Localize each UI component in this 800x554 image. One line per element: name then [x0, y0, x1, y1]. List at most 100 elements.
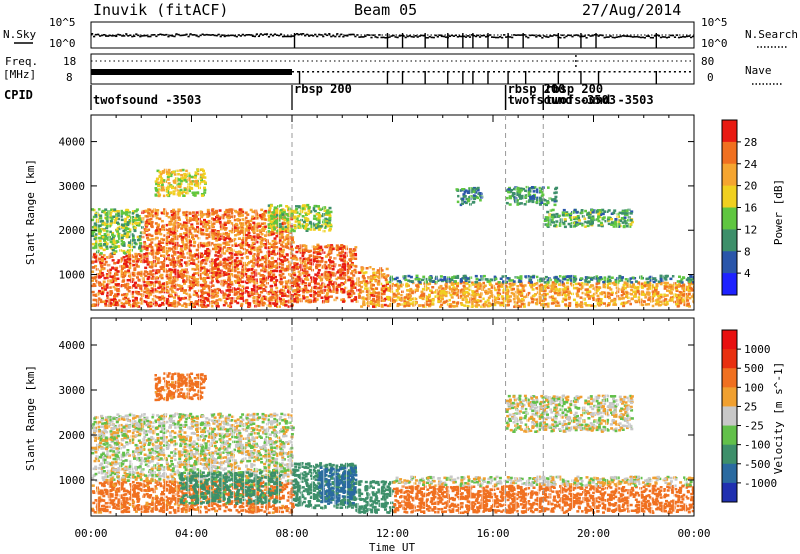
nsky-sample: [611, 36, 614, 39]
echo-cell: [161, 171, 165, 174]
echo-cell: [230, 299, 234, 303]
echo-cell: [91, 290, 95, 294]
echo-cell: [480, 292, 483, 295]
echo-cell: [294, 295, 298, 298]
echo-cell: [286, 246, 290, 249]
echo-cell: [216, 245, 220, 249]
echo-cell: [313, 300, 317, 303]
freq-sample: [658, 71, 661, 73]
power-echoes: [91, 115, 694, 310]
echo-cell: [234, 288, 238, 291]
echo-cell: [129, 262, 133, 266]
echo-cell: [650, 283, 654, 287]
echo-cell: [149, 281, 153, 284]
echo-cell: [275, 279, 279, 282]
echo-cell: [290, 245, 293, 248]
echo-cell: [131, 295, 135, 299]
echo-cell: [198, 276, 202, 280]
echo-cell: [317, 217, 321, 220]
echo-cell: [315, 287, 319, 290]
echo-cell: [95, 268, 99, 271]
echo-cell: [237, 281, 241, 284]
echo-cell: [227, 304, 231, 308]
echo-cell: [119, 284, 123, 288]
echo-cell: [176, 173, 180, 176]
echo-cell: [211, 266, 215, 269]
echo-cell: [307, 206, 311, 209]
echo-cell: [324, 213, 328, 216]
echo-cell: [682, 292, 686, 295]
echo-cell: [214, 254, 218, 257]
echo-cell: [206, 293, 210, 296]
echo-cell: [154, 262, 158, 266]
nsky-sample: [115, 35, 118, 38]
nsky-sample: [287, 35, 291, 38]
echo-cell: [306, 299, 310, 302]
echo-cell: [133, 229, 137, 233]
echo-cell: [272, 211, 276, 214]
echo-cell: [125, 250, 129, 254]
nsky-sample: [123, 35, 126, 37]
echo-cell: [193, 268, 197, 271]
echo-cell: [93, 277, 97, 280]
echo-cell: [191, 214, 195, 218]
echo-cell: [179, 234, 183, 237]
echo-cell: [163, 179, 167, 182]
echo-cell: [312, 248, 316, 251]
echo-cell: [91, 234, 95, 237]
echo-cell: [144, 274, 148, 278]
echo-cell: [293, 211, 297, 214]
echo-cell: [276, 214, 279, 217]
echo-cell: [264, 285, 268, 289]
echo-cell: [98, 228, 101, 231]
echo-cell: [92, 246, 96, 250]
echo-cell: [183, 232, 186, 235]
echo-cell: [372, 284, 375, 287]
echo-cell: [123, 262, 126, 266]
echo-cell: [164, 270, 168, 273]
echo-cell: [233, 259, 237, 262]
nsky-sample: [683, 36, 687, 38]
echo-cell: [120, 272, 124, 275]
echo-cell: [142, 300, 146, 303]
echo-cell: [99, 242, 103, 246]
nsky-sample: [559, 36, 562, 39]
echo-cell: [205, 212, 209, 216]
echo-cell: [360, 305, 364, 308]
echo-cell: [330, 245, 334, 249]
echo-cell: [171, 280, 175, 284]
echo-cell: [261, 213, 265, 216]
nsky-sample: [362, 36, 365, 38]
echo-cell: [147, 276, 151, 279]
echo-cell: [153, 281, 157, 284]
echo-cell: [273, 290, 277, 294]
echo-cell: [218, 217, 222, 220]
echo-cell: [154, 222, 158, 225]
echo-cell: [277, 241, 281, 244]
echo-cell: [202, 266, 206, 270]
echo-cell: [303, 204, 307, 207]
echo-cell: [268, 301, 272, 305]
nsky-sample: [687, 35, 691, 37]
echo-cell: [219, 274, 222, 277]
echo-cell: [324, 300, 328, 303]
echo-cell: [320, 259, 324, 263]
echo-cell: [159, 181, 163, 185]
echo-cell: [380, 269, 384, 272]
echo-cell: [281, 263, 285, 266]
echo-cell: [152, 260, 156, 264]
echo-cell: [216, 291, 220, 294]
nsky-sample: [561, 34, 564, 37]
echo-cell: [125, 264, 129, 268]
echo-cell: [197, 244, 201, 247]
echo-cell: [309, 254, 313, 257]
freq-sample: [518, 71, 521, 73]
echo-cell: [116, 230, 120, 233]
echo-cell: [206, 215, 210, 218]
echo-cell: [125, 211, 129, 214]
echo-cell: [196, 184, 200, 188]
nsky-sample: [99, 35, 102, 37]
echo-cell: [261, 282, 265, 285]
freq-sample: [628, 71, 631, 73]
echo-cell: [190, 182, 194, 186]
